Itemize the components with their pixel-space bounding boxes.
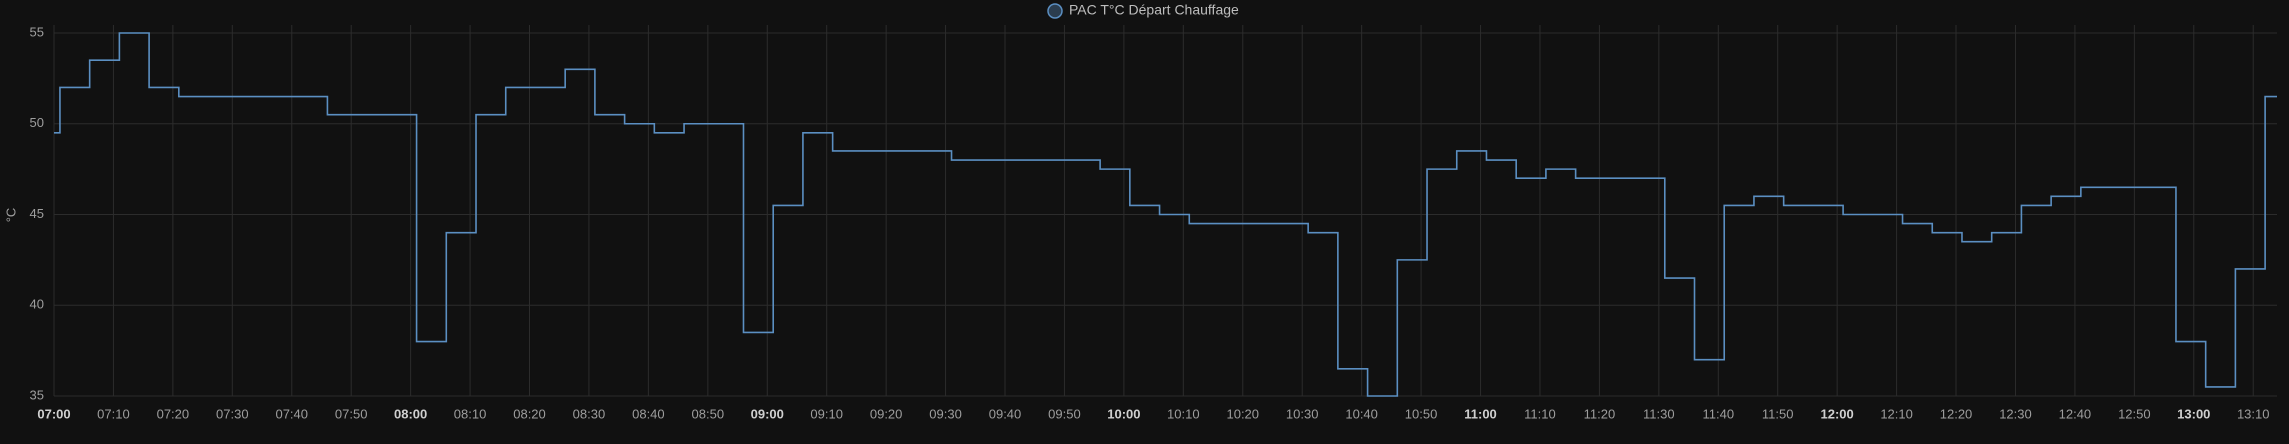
y-tick-label: 35 xyxy=(30,387,44,402)
x-tick-label: 10:50 xyxy=(1405,406,1438,421)
x-tick-label: 12:10 xyxy=(1880,406,1913,421)
x-tick-label: 09:00 xyxy=(751,406,784,421)
x-tick-label: 07:40 xyxy=(275,406,308,421)
x-tick-label: 09:20 xyxy=(870,406,903,421)
x-tick-label: 11:30 xyxy=(1643,406,1675,421)
x-tick-label: 11:10 xyxy=(1524,406,1556,421)
x-tick-label: 08:30 xyxy=(573,406,606,421)
x-tick-label: 08:40 xyxy=(632,406,665,421)
x-tick-label: 07:00 xyxy=(37,406,70,421)
legend-label: PAC T°C Départ Chauffage xyxy=(1069,2,1239,18)
x-tick-label: 10:30 xyxy=(1286,406,1319,421)
x-tick-label: 09:50 xyxy=(1048,406,1081,421)
legend-marker xyxy=(1047,3,1063,19)
x-tick-label: 12:40 xyxy=(2059,406,2092,421)
series-line xyxy=(54,32,2277,397)
y-tick-label: 40 xyxy=(30,297,44,312)
x-tick-label: 08:20 xyxy=(513,406,546,421)
y-tick-label: 55 xyxy=(30,24,44,39)
x-tick-label: 13:10 xyxy=(2237,406,2270,421)
x-tick-label: 11:20 xyxy=(1584,406,1616,421)
x-tick-label: 07:20 xyxy=(157,406,190,421)
x-tick-label: 09:30 xyxy=(929,406,962,421)
x-tick-label: 12:30 xyxy=(1999,406,2032,421)
x-tick-label: 09:40 xyxy=(989,406,1022,421)
x-tick-label: 08:10 xyxy=(454,406,487,421)
x-tick-label: 12:20 xyxy=(1940,406,1973,421)
x-tick-label: 10:20 xyxy=(1226,406,1259,421)
y-tick-label: 50 xyxy=(30,115,44,130)
x-tick-label: 12:00 xyxy=(1821,406,1854,421)
x-tick-label: 08:00 xyxy=(394,406,427,421)
x-tick-label: 08:50 xyxy=(692,406,725,421)
x-tick-label: 07:50 xyxy=(335,406,368,421)
x-tick-label: 11:00 xyxy=(1464,406,1497,421)
x-tick-label: 12:50 xyxy=(2118,406,2151,421)
x-tick-label: 10:40 xyxy=(1345,406,1378,421)
x-tick-label: 10:00 xyxy=(1107,406,1140,421)
x-tick-label: 07:30 xyxy=(216,406,249,421)
y-tick-label: 45 xyxy=(30,206,44,221)
x-tick-label: 09:10 xyxy=(810,406,843,421)
x-tick-label: 11:40 xyxy=(1702,406,1734,421)
x-tick-label: 11:50 xyxy=(1762,406,1794,421)
x-tick-label: 07:10 xyxy=(97,406,130,421)
x-tick-label: 10:10 xyxy=(1167,406,1200,421)
x-tick-label: 13:00 xyxy=(2177,406,2210,421)
y-axis-label: °C xyxy=(3,208,18,223)
